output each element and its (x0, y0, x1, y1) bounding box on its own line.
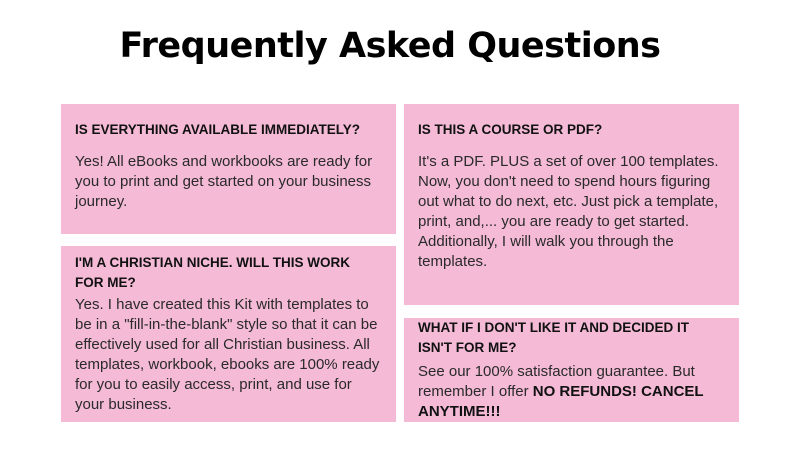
faq-answer-text: See our 100% satisfaction guarantee. But… (418, 363, 695, 400)
faq-item: I'M A CHRISTIAN NICHE. WILL THIS WORK FO… (61, 246, 396, 422)
faq-question: I'M A CHRISTIAN NICHE. WILL THIS WORK FO… (75, 255, 350, 290)
faq-item: WHAT IF I DON'T LIKE IT AND DECIDED IT I… (404, 318, 739, 422)
faq-answer: Yes! All eBooks and workbooks are ready … (75, 153, 373, 210)
page-title: Frequently Asked Questions (119, 26, 661, 66)
faq-question: IS THIS A COURSE OR PDF? (418, 122, 603, 137)
faq-answer: See our 100% satisfaction guarantee. But… (418, 362, 725, 422)
faq-answer: It's a PDF. PLUS a set of over 100 templ… (418, 153, 719, 270)
faq-item: IS THIS A COURSE OR PDF? It's a PDF. PLU… (404, 104, 739, 305)
faq-question: WHAT IF I DON'T LIKE IT AND DECIDED IT I… (418, 320, 689, 355)
faq-question: IS EVERYTHING AVAILABLE IMMEDIATELY? (75, 122, 361, 137)
faq-answer-emphasis: NO REFUNDS! CANCEL ANYTIME!!! (418, 383, 704, 420)
faq-item: IS EVERYTHING AVAILABLE IMMEDIATELY? Yes… (61, 104, 396, 234)
faq-answer: Yes. I have created this Kit with templa… (75, 296, 380, 413)
